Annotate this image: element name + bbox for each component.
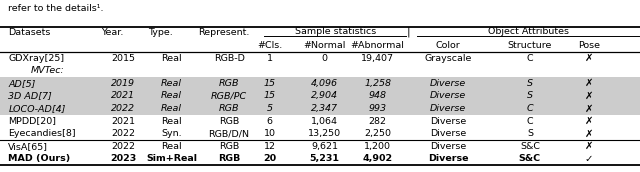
Text: 2,904: 2,904 (311, 91, 338, 100)
Text: 1,258: 1,258 (364, 79, 391, 88)
Text: ✓: ✓ (584, 154, 593, 164)
Text: RGB/D/N: RGB/D/N (209, 129, 250, 138)
Text: 1: 1 (266, 54, 273, 63)
Text: 15: 15 (264, 91, 275, 100)
Text: 13,250: 13,250 (308, 129, 341, 138)
Text: S&C: S&C (520, 142, 540, 151)
Text: ✗: ✗ (584, 104, 593, 114)
Text: RGB-D: RGB-D (214, 54, 244, 63)
Text: Sample statistics: Sample statistics (295, 27, 376, 36)
Text: refer to the details¹.: refer to the details¹. (8, 4, 104, 13)
Text: 2022: 2022 (111, 129, 135, 138)
Text: 2023: 2023 (109, 154, 136, 163)
Text: 2022: 2022 (111, 104, 135, 113)
Text: 4,902: 4,902 (362, 154, 393, 163)
Text: RGB: RGB (219, 104, 239, 113)
Text: Sim+Real: Sim+Real (146, 154, 197, 163)
Text: ✗: ✗ (584, 129, 593, 139)
Text: RGB: RGB (219, 117, 239, 126)
Text: GDXray[25]: GDXray[25] (8, 54, 65, 63)
Text: Year.: Year. (101, 28, 124, 37)
Text: Real: Real (161, 54, 182, 63)
Text: S: S (527, 91, 533, 100)
Text: RGB/PC: RGB/PC (211, 91, 247, 100)
Text: Real: Real (161, 142, 182, 151)
Text: 2021: 2021 (111, 117, 135, 126)
Text: Pose: Pose (578, 41, 600, 50)
Text: RGB: RGB (219, 79, 239, 88)
Text: Diverse: Diverse (430, 79, 466, 88)
Text: Diverse: Diverse (430, 104, 466, 113)
Text: 20: 20 (263, 154, 276, 163)
Text: Structure: Structure (508, 41, 552, 50)
Text: RGB: RGB (219, 142, 239, 151)
Text: Color: Color (436, 41, 460, 50)
Text: Syn.: Syn. (161, 129, 182, 138)
Text: Grayscale: Grayscale (424, 54, 472, 63)
Text: MVTec:: MVTec: (31, 66, 65, 75)
Text: 12: 12 (264, 142, 275, 151)
Text: AD[5]: AD[5] (8, 79, 36, 88)
Text: 282: 282 (369, 117, 387, 126)
Text: 6: 6 (266, 117, 273, 126)
Text: 3D AD[7]: 3D AD[7] (8, 91, 52, 100)
Text: MPDD[20]: MPDD[20] (8, 117, 56, 126)
Text: S: S (527, 129, 533, 138)
Text: #Normal: #Normal (303, 41, 346, 50)
Text: 15: 15 (264, 79, 275, 88)
Text: Real: Real (161, 79, 182, 88)
Text: Real: Real (161, 117, 182, 126)
Text: S&C: S&C (519, 154, 541, 163)
Text: 2,347: 2,347 (311, 104, 338, 113)
Text: Type.: Type. (148, 28, 173, 37)
Text: MAD (Ours): MAD (Ours) (8, 154, 70, 163)
Text: C: C (527, 104, 533, 113)
Text: Diverse: Diverse (428, 154, 468, 163)
Text: 4,096: 4,096 (311, 79, 338, 88)
Bar (0, 90, 640, 102)
Text: Represent.: Represent. (198, 28, 250, 37)
Bar (0, 77, 640, 90)
Text: 9,621: 9,621 (311, 142, 338, 151)
Text: C: C (527, 117, 533, 126)
Text: Diverse: Diverse (430, 91, 466, 100)
Text: 2,250: 2,250 (364, 129, 391, 138)
Text: 10: 10 (264, 129, 275, 138)
Text: 5,231: 5,231 (310, 154, 339, 163)
Text: 2021: 2021 (111, 91, 135, 100)
Text: ✗: ✗ (584, 116, 593, 126)
Text: RGB: RGB (218, 154, 240, 163)
Text: Eyecandies[8]: Eyecandies[8] (8, 129, 76, 138)
Text: #Abnormal: #Abnormal (351, 41, 404, 50)
Text: Real: Real (161, 104, 182, 113)
Text: ✗: ✗ (584, 91, 593, 101)
Text: C: C (527, 54, 533, 63)
Text: VisA[65]: VisA[65] (8, 142, 49, 151)
Text: Diverse: Diverse (430, 129, 466, 138)
Text: 948: 948 (369, 91, 387, 100)
Text: 5: 5 (266, 104, 273, 113)
Text: 1,200: 1,200 (364, 142, 391, 151)
Text: ✗: ✗ (584, 78, 593, 88)
Text: 0: 0 (321, 54, 328, 63)
Text: Diverse: Diverse (430, 142, 466, 151)
Text: ✗: ✗ (584, 141, 593, 151)
Text: 2022: 2022 (111, 142, 135, 151)
Text: 2015: 2015 (111, 54, 135, 63)
Text: #Cls.: #Cls. (257, 41, 282, 50)
Text: 993: 993 (369, 104, 387, 113)
Text: Datasets: Datasets (8, 28, 51, 37)
Bar (0, 102, 640, 115)
Text: |: | (407, 26, 410, 37)
Text: 2019: 2019 (111, 79, 135, 88)
Text: 19,407: 19,407 (361, 54, 394, 63)
Text: Object Attributes: Object Attributes (488, 27, 568, 36)
Text: LOCO-AD[4]: LOCO-AD[4] (8, 104, 66, 113)
Text: 1,064: 1,064 (311, 117, 338, 126)
Text: ✗: ✗ (584, 53, 593, 63)
Text: Diverse: Diverse (430, 117, 466, 126)
Text: Real: Real (161, 91, 182, 100)
Text: S: S (527, 79, 533, 88)
